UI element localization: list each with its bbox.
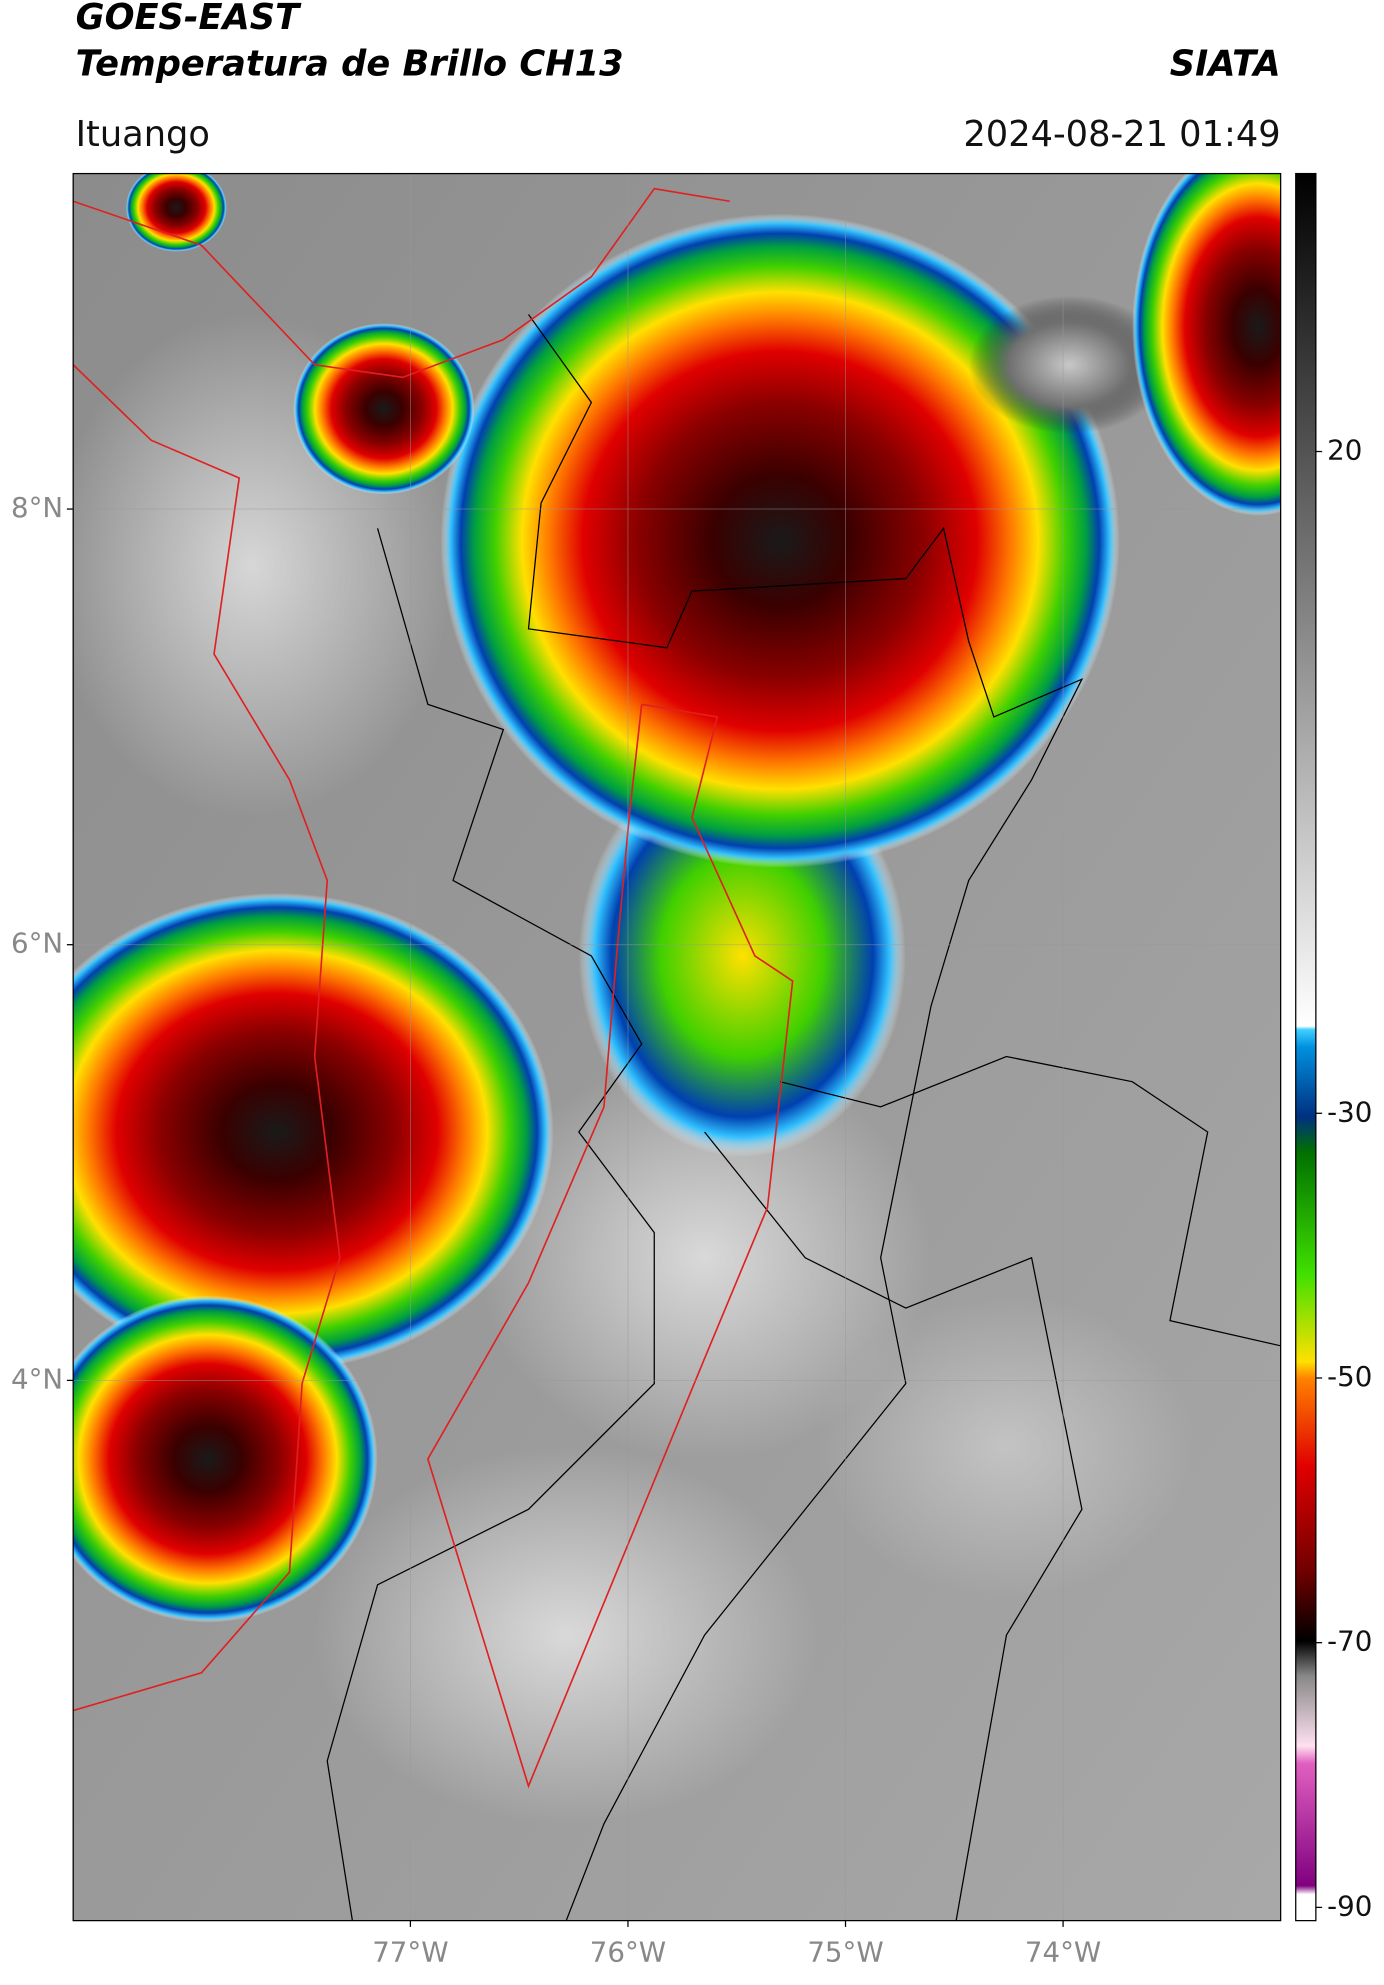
lon-tick-label: 77°W bbox=[372, 1935, 448, 1968]
storm-cell bbox=[440, 213, 1120, 868]
organization: SIATA bbox=[1170, 43, 1281, 84]
colorbar bbox=[1295, 172, 1317, 1922]
storm-cell bbox=[1132, 173, 1281, 516]
map-frame bbox=[72, 172, 1282, 1922]
colorbar-tick-label: -50 bbox=[1327, 1360, 1372, 1393]
colorbar-tick-label: 20 bbox=[1327, 434, 1362, 467]
lon-tick-label: 74°W bbox=[1025, 1935, 1101, 1968]
location: Ituango bbox=[76, 114, 210, 155]
datetime: 2024-08-21 01:49 bbox=[963, 114, 1280, 155]
lat-tick-label: 8°N bbox=[11, 491, 63, 524]
colorbar-tick-label: -30 bbox=[1327, 1095, 1372, 1128]
satellite-image bbox=[73, 173, 1281, 1921]
storm-cell bbox=[73, 893, 554, 1371]
title-line2: Temperatura de Brillo CH13 bbox=[76, 43, 624, 84]
lat-tick-label: 4°N bbox=[11, 1362, 63, 1395]
title-line1: GOES-EAST bbox=[76, 0, 302, 38]
lon-tick-label: 76°W bbox=[590, 1935, 666, 1968]
lon-tick-label: 75°W bbox=[807, 1935, 883, 1968]
storm-cell bbox=[293, 323, 475, 495]
cloud bbox=[817, 1295, 1196, 1598]
storm-core bbox=[968, 295, 1170, 434]
border bbox=[527, 314, 1084, 1921]
lat-tick-label: 6°N bbox=[11, 927, 63, 960]
graticule bbox=[66, 173, 1281, 1927]
coastline bbox=[73, 187, 730, 379]
colorbar-tick-label: -90 bbox=[1327, 1889, 1372, 1922]
cloud bbox=[478, 1056, 931, 1460]
department-border bbox=[426, 703, 794, 1789]
border bbox=[704, 1131, 1083, 1921]
border bbox=[326, 528, 655, 1921]
storm-cell bbox=[73, 1295, 378, 1623]
colorbar-tick-label: -70 bbox=[1327, 1625, 1372, 1658]
border bbox=[779, 1055, 1281, 1347]
coastline bbox=[73, 364, 341, 1712]
storm-cell bbox=[126, 173, 227, 252]
cloud bbox=[314, 1446, 818, 1824]
